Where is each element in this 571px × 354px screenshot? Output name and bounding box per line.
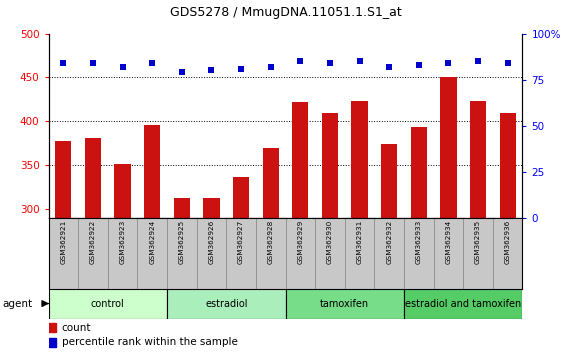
Bar [500, 113, 516, 218]
Text: tamoxifen: tamoxifen [320, 298, 369, 309]
Bar [78, 218, 108, 289]
Text: GSM362929: GSM362929 [297, 220, 303, 264]
Text: GDS5278 / MmugDNA.11051.1.S1_at: GDS5278 / MmugDNA.11051.1.S1_at [170, 6, 401, 19]
Text: control: control [91, 298, 124, 309]
Bar [203, 199, 220, 218]
Bar [263, 148, 279, 218]
Bar [138, 218, 167, 289]
Text: percentile rank within the sample: percentile rank within the sample [62, 337, 238, 347]
Bar [404, 218, 433, 289]
Text: GSM362927: GSM362927 [238, 220, 244, 264]
Text: GSM362928: GSM362928 [268, 220, 274, 264]
Bar [49, 323, 57, 332]
Point [236, 66, 246, 72]
Bar [85, 138, 101, 218]
Text: GSM362921: GSM362921 [61, 220, 66, 264]
Text: GSM362933: GSM362933 [416, 220, 422, 264]
Bar [375, 218, 404, 289]
Text: agent: agent [3, 298, 33, 309]
Point [59, 60, 68, 66]
Point [503, 60, 512, 66]
Bar [463, 218, 493, 289]
Text: GSM362923: GSM362923 [119, 220, 126, 264]
Bar [167, 289, 286, 319]
Text: GSM362930: GSM362930 [327, 220, 333, 264]
Bar [433, 218, 463, 289]
Text: count: count [62, 322, 91, 332]
Bar [49, 338, 57, 347]
Bar [226, 218, 256, 289]
Bar [174, 198, 190, 218]
Bar [493, 218, 522, 289]
Text: GSM362922: GSM362922 [90, 220, 96, 264]
Point [473, 58, 482, 64]
Point [325, 60, 335, 66]
Bar [286, 218, 315, 289]
Bar [322, 113, 338, 218]
Point [266, 64, 275, 70]
Text: GSM362934: GSM362934 [445, 220, 452, 264]
Bar [381, 144, 397, 218]
Bar [411, 126, 427, 218]
Bar [315, 218, 345, 289]
Bar [286, 289, 404, 319]
Text: GSM362932: GSM362932 [386, 220, 392, 264]
Text: GSM362931: GSM362931 [356, 220, 363, 264]
Point [177, 69, 186, 75]
Bar [292, 102, 308, 218]
Bar [233, 177, 249, 218]
Bar [108, 218, 138, 289]
Bar [167, 218, 196, 289]
Text: GSM362924: GSM362924 [149, 220, 155, 264]
Point [148, 60, 157, 66]
Point [414, 62, 423, 68]
Bar [49, 289, 167, 319]
Point [118, 64, 127, 70]
Bar [196, 218, 226, 289]
Bar [256, 218, 286, 289]
Point [296, 58, 305, 64]
Text: estradiol: estradiol [205, 298, 247, 309]
Bar [144, 125, 160, 218]
Text: GSM362926: GSM362926 [208, 220, 215, 264]
Bar [345, 218, 375, 289]
Point [89, 60, 98, 66]
Bar [55, 141, 71, 218]
Text: GSM362925: GSM362925 [179, 220, 185, 264]
Bar [351, 101, 368, 218]
Bar [440, 78, 457, 218]
Point [385, 64, 394, 70]
Bar [114, 164, 131, 218]
Point [355, 58, 364, 64]
Point [444, 60, 453, 66]
Text: estradiol and tamoxifen: estradiol and tamoxifen [405, 298, 521, 309]
Text: GSM362935: GSM362935 [475, 220, 481, 264]
Bar [404, 289, 522, 319]
Bar [470, 101, 486, 218]
Text: GSM362936: GSM362936 [505, 220, 510, 264]
Point [207, 68, 216, 73]
Bar [49, 218, 78, 289]
